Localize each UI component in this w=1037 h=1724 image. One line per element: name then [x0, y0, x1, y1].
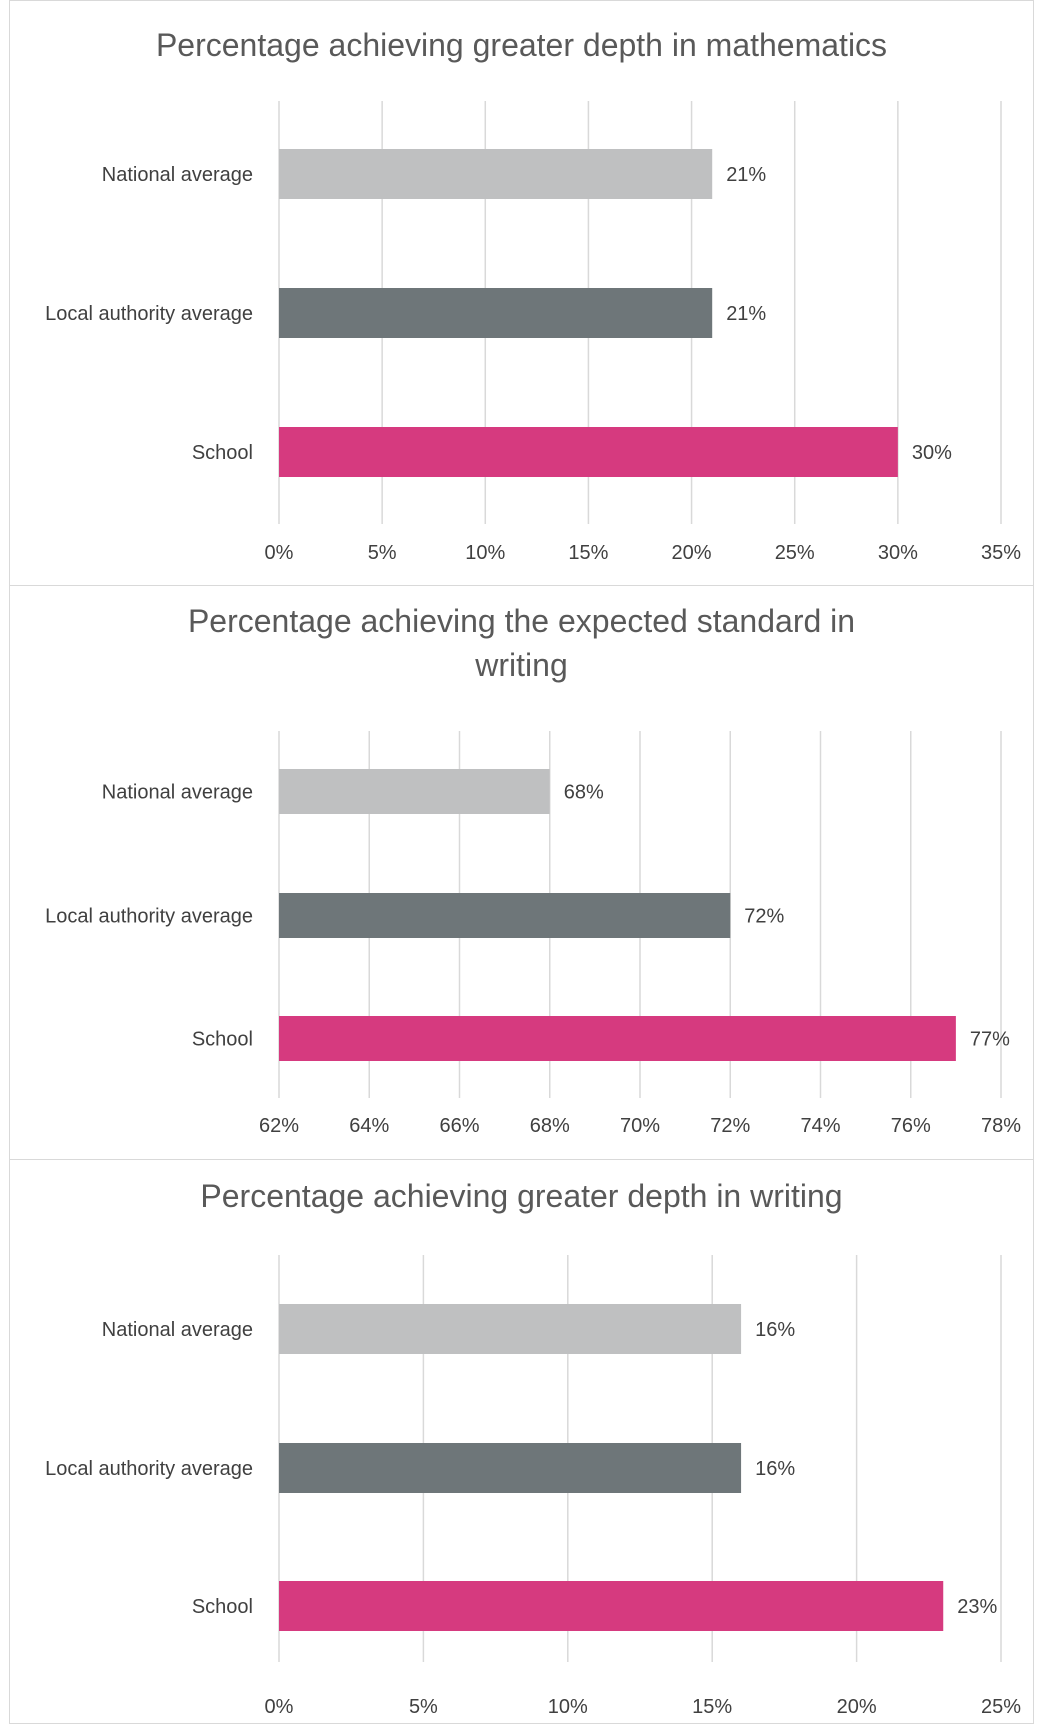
category-label: National average — [102, 782, 253, 804]
bar — [279, 769, 550, 814]
bar — [279, 1016, 956, 1061]
x-tick-label: 74% — [800, 1115, 840, 1137]
bar — [279, 427, 898, 477]
data-label: 72% — [744, 906, 784, 928]
data-label: 21% — [726, 303, 766, 325]
chart-title: Percentage achieving greater depth in wr… — [200, 1178, 842, 1214]
x-tick-label: 15% — [692, 1696, 732, 1718]
data-label: 68% — [564, 782, 604, 804]
x-tick-label: 68% — [530, 1115, 570, 1137]
x-tick-label: 72% — [710, 1115, 750, 1137]
x-tick-label: 62% — [259, 1115, 299, 1137]
x-tick-label: 35% — [981, 542, 1021, 564]
category-label: Local authority average — [45, 1458, 253, 1480]
chart-maths-greater-depth: Percentage achieving greater depth in ma… — [45, 27, 1021, 564]
x-tick-label: 10% — [465, 542, 505, 564]
x-tick-label: 78% — [981, 1115, 1021, 1137]
bar — [279, 1581, 944, 1631]
x-tick-label: 10% — [548, 1696, 588, 1718]
data-label: 21% — [726, 164, 766, 186]
x-tick-label: 0% — [265, 1696, 294, 1718]
data-label: 30% — [912, 442, 952, 464]
x-tick-label: 25% — [981, 1696, 1021, 1718]
chart-title: Percentage achieving the expected standa… — [188, 603, 855, 639]
data-label: 16% — [755, 1319, 795, 1341]
x-tick-label: 20% — [672, 542, 712, 564]
chart-panel-maths-greater-depth: Percentage achieving greater depth in ma… — [9, 0, 1034, 586]
category-label: School — [192, 1596, 253, 1618]
chart-writing-greater-depth: Percentage achieving greater depth in wr… — [45, 1178, 1021, 1718]
category-label: National average — [102, 164, 253, 186]
x-tick-label: 25% — [775, 542, 815, 564]
bar — [279, 893, 731, 938]
x-tick-label: 70% — [620, 1115, 660, 1137]
category-label: Local authority average — [45, 906, 253, 928]
data-label: 77% — [970, 1029, 1010, 1051]
bar — [279, 1443, 742, 1493]
x-tick-label: 66% — [439, 1115, 479, 1137]
x-tick-label: 5% — [368, 542, 397, 564]
x-tick-label: 30% — [878, 542, 918, 564]
chart-writing-expected: Percentage achieving the expected standa… — [45, 603, 1021, 1137]
category-label: School — [192, 442, 253, 464]
x-tick-label: 0% — [265, 542, 294, 564]
chart-title: Percentage achieving greater depth in ma… — [156, 27, 887, 63]
category-label: Local authority average — [45, 303, 253, 325]
bar — [279, 149, 713, 199]
chart-title: writing — [474, 647, 567, 683]
chart-panel-writing-expected: Percentage achieving the expected standa… — [9, 585, 1034, 1160]
bar — [279, 288, 713, 338]
category-label: National average — [102, 1319, 253, 1341]
x-tick-label: 5% — [409, 1696, 438, 1718]
x-tick-label: 64% — [349, 1115, 389, 1137]
x-tick-label: 15% — [568, 542, 608, 564]
data-label: 16% — [755, 1458, 795, 1480]
data-label: 23% — [957, 1596, 997, 1618]
x-tick-label: 76% — [891, 1115, 931, 1137]
bar — [279, 1304, 742, 1354]
chart-panel-writing-greater-depth: Percentage achieving greater depth in wr… — [9, 1159, 1034, 1724]
x-tick-label: 20% — [837, 1696, 877, 1718]
category-label: School — [192, 1029, 253, 1051]
